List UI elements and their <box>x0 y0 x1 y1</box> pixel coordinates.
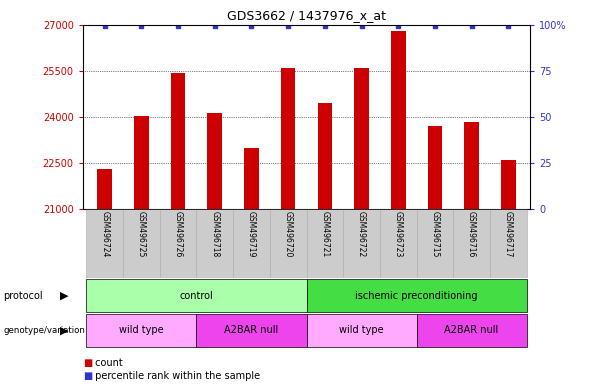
Bar <box>196 314 306 347</box>
Text: GSM496716: GSM496716 <box>467 211 476 258</box>
Bar <box>306 279 527 312</box>
Bar <box>86 279 306 312</box>
Bar <box>233 209 270 278</box>
Bar <box>196 209 233 278</box>
Text: ▶: ▶ <box>60 325 69 335</box>
Text: percentile rank within the sample: percentile rank within the sample <box>92 371 260 381</box>
Bar <box>97 169 112 209</box>
Bar <box>318 103 332 209</box>
Title: GDS3662 / 1437976_x_at: GDS3662 / 1437976_x_at <box>227 9 386 22</box>
Bar <box>270 209 306 278</box>
Bar <box>306 314 417 347</box>
Text: control: control <box>180 291 213 301</box>
Bar <box>134 116 149 209</box>
Text: wild type: wild type <box>339 325 384 335</box>
Text: genotype/variation: genotype/variation <box>3 326 85 335</box>
Bar <box>86 314 196 347</box>
Bar <box>464 122 479 209</box>
Text: GSM496721: GSM496721 <box>321 211 329 258</box>
Bar <box>501 160 516 209</box>
Text: GSM496720: GSM496720 <box>284 211 292 258</box>
Text: GSM496722: GSM496722 <box>357 211 366 258</box>
Bar <box>306 209 343 278</box>
Text: GSM496725: GSM496725 <box>137 211 146 258</box>
Text: GSM496723: GSM496723 <box>394 211 403 258</box>
Text: wild type: wild type <box>119 325 164 335</box>
Bar <box>281 68 295 209</box>
Text: GSM496718: GSM496718 <box>210 211 219 258</box>
Bar <box>490 209 527 278</box>
Text: GSM496715: GSM496715 <box>430 211 440 258</box>
Text: count: count <box>92 358 123 368</box>
Bar <box>86 209 123 278</box>
Bar <box>453 209 490 278</box>
Bar <box>427 126 442 209</box>
Text: GSM496719: GSM496719 <box>247 211 256 258</box>
Text: A2BAR null: A2BAR null <box>444 325 499 335</box>
Text: ■: ■ <box>83 358 92 368</box>
Bar <box>354 68 369 209</box>
Text: ischemic preconditioning: ischemic preconditioning <box>356 291 478 301</box>
Text: protocol: protocol <box>3 291 43 301</box>
Bar <box>160 209 196 278</box>
Text: A2BAR null: A2BAR null <box>224 325 278 335</box>
Bar <box>417 314 527 347</box>
Text: ▶: ▶ <box>60 291 69 301</box>
Bar <box>391 31 406 209</box>
Bar <box>171 73 186 209</box>
Bar <box>244 148 259 209</box>
Bar <box>123 209 160 278</box>
Text: GSM496717: GSM496717 <box>504 211 512 258</box>
Text: GSM496726: GSM496726 <box>173 211 183 258</box>
Bar <box>380 209 417 278</box>
Bar <box>343 209 380 278</box>
Bar <box>417 209 453 278</box>
Text: GSM496724: GSM496724 <box>101 211 109 258</box>
Text: ■: ■ <box>83 371 92 381</box>
Bar <box>207 113 222 209</box>
